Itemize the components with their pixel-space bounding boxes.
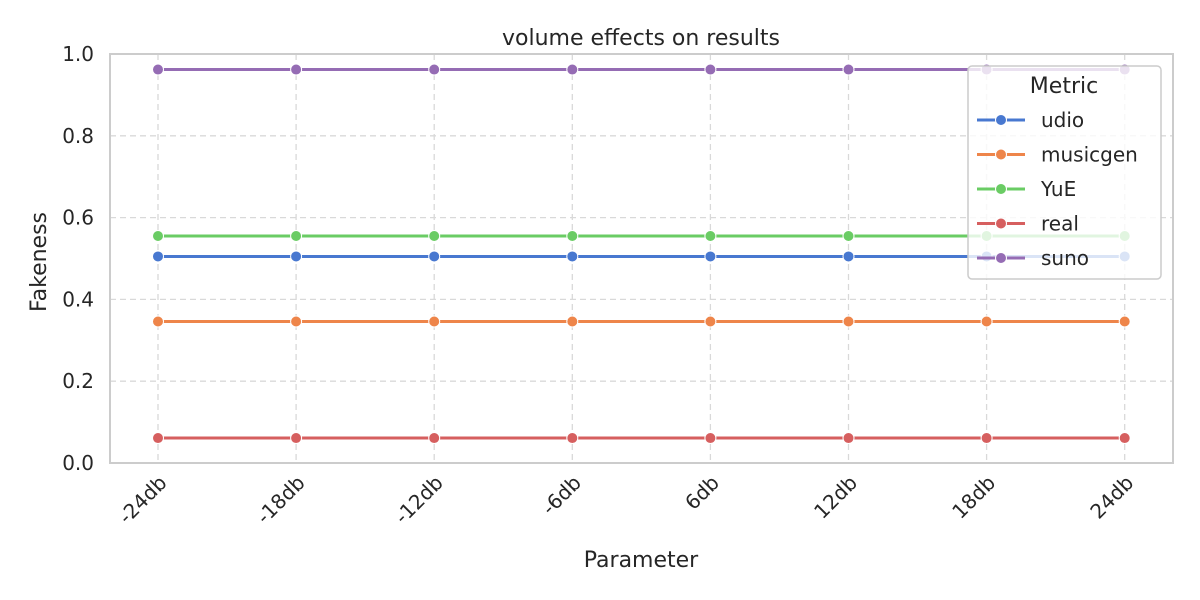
- data-point: [290, 432, 303, 445]
- series-real: [152, 432, 1131, 445]
- series-group: [152, 63, 1131, 445]
- data-point: [152, 250, 164, 263]
- legend-marker: [995, 217, 1007, 230]
- legend-label: YuE: [1040, 177, 1076, 201]
- data-point: [704, 250, 717, 263]
- data-point: [704, 432, 717, 445]
- data-point: [566, 250, 579, 263]
- data-point: [152, 230, 164, 243]
- data-point: [1118, 432, 1131, 445]
- legend-item-real: real: [977, 212, 1079, 236]
- legend-title: Metric: [1030, 74, 1098, 99]
- data-point: [428, 315, 441, 328]
- series-musicgen: [152, 315, 1131, 328]
- data-point: [290, 63, 303, 76]
- data-point: [566, 230, 579, 243]
- data-point: [842, 63, 855, 76]
- data-point: [290, 250, 303, 263]
- series-udio: [152, 250, 1131, 263]
- data-point: [566, 315, 579, 328]
- data-point: [842, 315, 855, 328]
- data-point: [842, 432, 855, 445]
- legend-item-musicgen: musicgen: [977, 143, 1138, 167]
- chart-title: volume effects on results: [502, 26, 780, 51]
- y-tick-label: 0.0: [62, 451, 94, 475]
- y-tick-label: 1.0: [62, 42, 94, 66]
- legend-marker: [995, 148, 1007, 161]
- data-point: [428, 250, 441, 263]
- y-tick-label: 0.4: [62, 287, 94, 311]
- y-tick-label: 0.6: [62, 206, 94, 230]
- legend-label: real: [1041, 212, 1079, 236]
- data-point: [428, 230, 441, 243]
- legend-marker: [995, 252, 1007, 264]
- data-point: [842, 250, 855, 263]
- legend-item-udio: udio: [977, 108, 1084, 132]
- data-point: [980, 315, 993, 328]
- y-axis-ticks: 0.0 0.2 0.4 0.6 0.8 1.0: [62, 42, 94, 475]
- data-point: [1118, 315, 1131, 328]
- data-point: [152, 432, 164, 445]
- legend: Metric udio musicgen YuE real suno: [967, 65, 1162, 280]
- data-point: [152, 63, 164, 76]
- data-point: [290, 230, 303, 243]
- data-point: [842, 230, 855, 243]
- data-point: [704, 230, 717, 243]
- legend-label: suno: [1041, 246, 1089, 270]
- legend-label: musicgen: [1041, 143, 1138, 167]
- legend-item-YuE: YuE: [977, 177, 1076, 201]
- data-point: [428, 63, 441, 76]
- x-axis-label: Parameter: [584, 548, 699, 573]
- data-point: [704, 63, 717, 76]
- data-point: [566, 432, 579, 445]
- data-point: [566, 63, 579, 76]
- y-tick-label: 0.2: [62, 369, 94, 393]
- legend-marker: [995, 183, 1007, 195]
- legend-label: udio: [1041, 108, 1084, 132]
- data-point: [152, 315, 164, 328]
- legend-item-suno: suno: [977, 246, 1089, 270]
- data-point: [704, 315, 717, 328]
- data-point: [290, 315, 303, 328]
- data-point: [428, 432, 441, 445]
- y-axis-label: Fakeness: [27, 212, 52, 312]
- legend-marker: [995, 114, 1007, 126]
- plot-frame: [109, 53, 1174, 464]
- y-tick-label: 0.8: [62, 124, 94, 148]
- data-point: [980, 432, 993, 445]
- legend-items: udio musicgen YuE real suno: [977, 108, 1138, 270]
